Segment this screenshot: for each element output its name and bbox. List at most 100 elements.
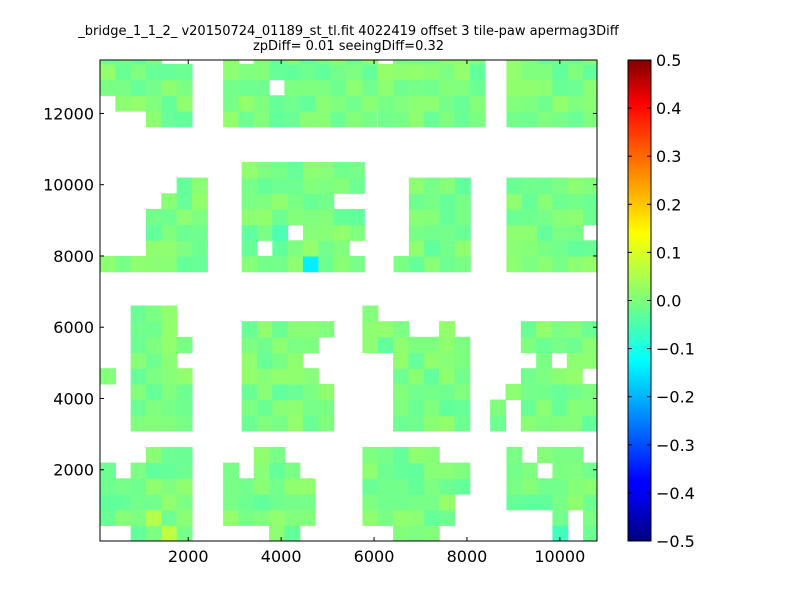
heatmap-cell: [583, 79, 597, 96]
heatmap-cell: [583, 509, 597, 526]
heatmap-cell: [454, 368, 471, 385]
heatmap-cell: [506, 95, 523, 112]
heatmap-cell: [191, 193, 208, 210]
colorbar-tick-label: 0.4: [656, 99, 681, 118]
heatmap-cell: [520, 399, 537, 416]
heatmap-cell: [272, 161, 289, 179]
heatmap-cell: [439, 462, 455, 479]
heatmap-cell: [439, 415, 455, 432]
heatmap-cell: [287, 352, 304, 369]
heatmap-cell: [269, 509, 285, 526]
heatmap-cell: [454, 79, 471, 96]
heatmap-cell: [145, 110, 162, 128]
heatmap-cell: [552, 224, 569, 241]
heatmap-cell: [377, 63, 394, 81]
heatmap-cell: [191, 208, 208, 226]
heatmap-cell: [567, 63, 584, 81]
colorbar-ticks: 0.5 0.4 0.3 0.2 0.1 0.0 −0.1 −0.2 −0.3 −0.4 −0.5: [628, 51, 695, 551]
heatmap-cell: [284, 525, 301, 541]
heatmap-cell: [318, 383, 335, 401]
heatmap-cell: [130, 305, 147, 322]
heatmap-cell: [330, 63, 347, 81]
heatmap-cell: [299, 493, 316, 511]
heatmap-cell: [176, 255, 193, 273]
heatmap-cell: [423, 336, 440, 354]
heatmap-cell: [408, 368, 425, 385]
heatmap-cell: [318, 193, 335, 210]
colorbar-tick-label: −0.4: [656, 484, 695, 503]
y-tick-label: 2000: [53, 461, 94, 480]
heatmap-cell: [582, 399, 597, 416]
heatmap-cell: [393, 399, 410, 416]
heatmap-cell: [566, 336, 583, 354]
heatmap-cell: [115, 95, 132, 112]
heatmap-cell: [598, 95, 614, 111]
heatmap-cell: [241, 368, 258, 385]
heatmap-cell: [439, 240, 456, 257]
heatmap-cell: [536, 352, 553, 369]
heatmap-cell: [552, 79, 569, 96]
heatmap-cell: [287, 321, 304, 338]
heatmap-cell: [257, 368, 273, 385]
heatmap-cell: [299, 63, 316, 81]
heatmap-cell: [521, 208, 538, 226]
heatmap-cell: [521, 462, 538, 479]
heatmap-cell: [583, 177, 597, 194]
heatmap-cell: [318, 399, 335, 416]
heatmap-cell: [145, 255, 162, 273]
heatmap-cell: [238, 63, 255, 81]
heatmap-cell: [454, 255, 471, 273]
heatmap-cell: [423, 352, 440, 369]
heatmap-cell: [241, 415, 258, 432]
heatmap-cell: [161, 110, 178, 128]
heatmap-cell: [238, 95, 255, 112]
heatmap-cell: [284, 60, 301, 65]
heatmap-cell: [302, 368, 319, 385]
heatmap-cell: [583, 525, 597, 541]
x-tick-label: 4000: [261, 547, 302, 566]
heatmap-cell: [551, 415, 568, 432]
heatmap-cell: [145, 321, 162, 338]
heatmap-cell: [318, 161, 335, 179]
heatmap-cell: [176, 525, 193, 541]
heatmap-cell: [393, 446, 410, 464]
heatmap-cell: [315, 79, 331, 96]
x-tick-label: 6000: [354, 547, 395, 566]
heatmap-cell: [330, 79, 347, 96]
y-tick-label: 6000: [53, 318, 94, 337]
heatmap-cell: [506, 446, 523, 464]
heatmap-cell: [315, 63, 331, 81]
heatmap-cell: [521, 79, 538, 96]
heatmap-cell: [439, 368, 455, 385]
heatmap-cell: [176, 368, 193, 385]
heatmap-cell: [161, 79, 178, 96]
heatmap-cell: [567, 478, 584, 495]
heatmap-cell: [506, 60, 523, 65]
heatmap-cell: [520, 383, 537, 401]
heatmap-cell: [299, 79, 316, 96]
heatmap-cell: [130, 509, 147, 526]
heatmap-cell: [287, 193, 304, 210]
heatmap-cell: [238, 478, 255, 495]
heatmap-cell: [423, 79, 440, 96]
heatmap-cell: [582, 336, 597, 354]
heatmap-cell: [191, 255, 208, 273]
heatmap-cell: [469, 60, 486, 65]
heatmap-cell: [552, 493, 569, 511]
heatmap-cell: [439, 224, 456, 241]
heatmap-cell: [272, 177, 289, 194]
heatmap-cell: [552, 208, 569, 226]
heatmap-cell: [287, 336, 304, 354]
heatmap-cell: [506, 255, 523, 273]
heatmap-cell: [161, 305, 178, 322]
heatmap-cell: [454, 478, 471, 495]
heatmap-cell: [423, 60, 440, 65]
heatmap-cell: [490, 399, 507, 416]
heatmap-cell: [362, 95, 379, 112]
heatmap-cell: [377, 493, 394, 511]
heatmap-cell: [348, 255, 365, 273]
heatmap-cell: [238, 110, 255, 128]
heatmap-cell: [393, 95, 410, 112]
